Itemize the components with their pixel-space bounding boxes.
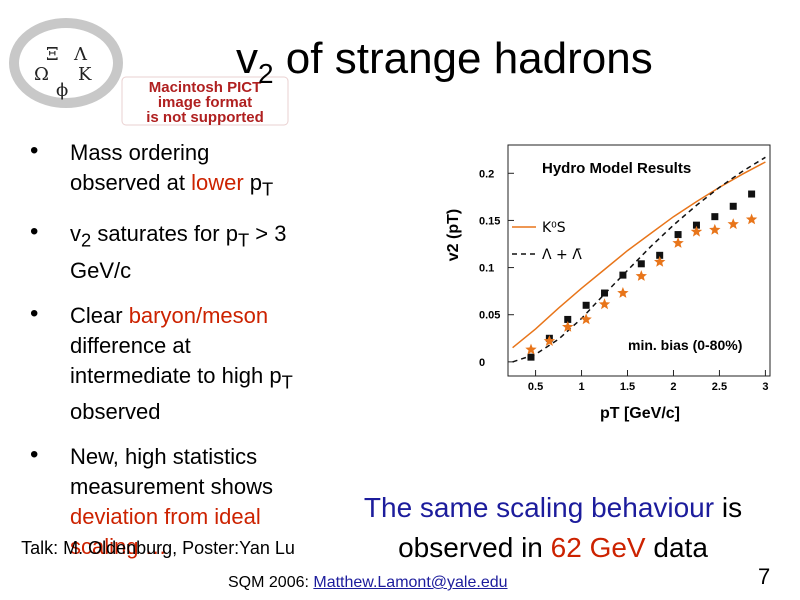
- kaon-data-point: [527, 353, 535, 361]
- lambda-data-point: [745, 213, 758, 225]
- model-curve-k0s: [512, 161, 766, 349]
- legend-label: Λ + Λ̄: [542, 247, 582, 263]
- chart-title: Hydro Model Results: [542, 160, 691, 177]
- bullet-list: • Mass ordering observed at lower pT • v…: [30, 137, 300, 577]
- lambda-data-point: [727, 218, 739, 230]
- lambda-data-point: [654, 255, 666, 267]
- x-tick-label: 1.5: [620, 381, 635, 393]
- y-tick-label: 0.05: [479, 310, 500, 322]
- svg-text:Ξ: Ξ: [46, 44, 59, 65]
- y-tick-label: 0.1: [479, 263, 494, 275]
- hydro-v2-chart: 0.5 1 1.5 2 2.5 3 0 0.05 0.1 0.15 0.2 pT [GeV/c] v2 …: [445, 144, 771, 422]
- bullet-baryon-meson: • Clear baryon/meson difference at inter…: [30, 299, 293, 425]
- x-tick-label: 1: [578, 381, 584, 393]
- bullet-dot: •: [30, 299, 39, 327]
- svg-text:Λ: Λ: [73, 44, 88, 65]
- bullet-dot: •: [30, 218, 39, 246]
- kaon-data-point: [748, 190, 756, 198]
- lambda-data-point: [690, 225, 703, 237]
- plot-frame: [507, 144, 771, 377]
- bullet-dot: •: [30, 137, 39, 164]
- lambda-data-point: [598, 298, 611, 310]
- email-link[interactable]: Matthew.Lamont@yale.edu: [313, 574, 508, 591]
- svg-text:K: K: [78, 64, 92, 85]
- kaon-data-point: [674, 231, 682, 239]
- kaon-data-point: [711, 213, 719, 221]
- footer: SQM 2006: Matthew.Lamont@yale.edu: [228, 574, 508, 591]
- bullet-new-measurement: • New, high statistics measurement shows…: [30, 441, 273, 560]
- lambda-data-point: [617, 287, 629, 298]
- kaon-data-point: [601, 289, 609, 297]
- x-tick-label: 2: [670, 381, 676, 393]
- lambda-data-point: [580, 313, 592, 325]
- bullet-dot: •: [30, 441, 39, 469]
- slide-title: v2 of strange hadrons: [236, 34, 653, 89]
- x-axis-label: pT [GeV/c]: [600, 405, 680, 422]
- kaon-data-point: [656, 251, 664, 259]
- page-number: 7: [758, 564, 771, 589]
- bullet-v2-saturates: • v2 saturates for pT > 3 GeV/c: [30, 218, 287, 283]
- lambda-data-point: [525, 343, 537, 355]
- lambda-data-point: [543, 335, 556, 346]
- y-axis-label: v2 (pT): [445, 209, 462, 261]
- kaon-data-point: [692, 221, 700, 229]
- x-tick-label: 3: [762, 381, 768, 393]
- pict-line3: is not supported: [146, 109, 264, 126]
- talk-poster-credit: Talk: M. Oldenburg, Poster:Yan Lu: [21, 538, 295, 558]
- lambda-data-point: [562, 321, 574, 332]
- scaling-statement: The same scaling behaviour is observed i…: [363, 492, 743, 563]
- kaon-data-point: [637, 260, 645, 268]
- lambda-data-point: [635, 270, 647, 281]
- y-tick-label: 0.2: [479, 168, 494, 180]
- pict-line1: Macintosh PICT: [149, 79, 262, 96]
- kaon-data-point: [619, 271, 627, 279]
- svg-text:ϕ: ϕ: [56, 80, 68, 101]
- y-tick-label: 0.15: [479, 215, 500, 227]
- star-strangeness-logo: Ξ Λ Ω K ϕ: [9, 18, 123, 108]
- legend-label: K⁰S: [542, 220, 566, 236]
- bullet-mass-ordering: • Mass ordering observed at lower pT: [30, 137, 274, 200]
- kaon-data-point: [564, 315, 572, 323]
- kaon-data-point: [582, 301, 590, 309]
- lambda-data-point: [672, 237, 684, 248]
- chart-annotation: min. bias (0-80%): [628, 337, 742, 353]
- x-tick-label: 0.5: [528, 381, 543, 393]
- lambda-data-point: [709, 223, 721, 235]
- model-curve-lambda: [512, 156, 766, 363]
- pict-line2: image format: [158, 94, 252, 111]
- pict-placeholder: Macintosh PICT image format is not suppo…: [120, 75, 290, 127]
- kaon-data-point: [729, 202, 737, 210]
- x-tick-label: 2.5: [712, 381, 727, 393]
- y-tick-label: 0: [479, 357, 485, 369]
- svg-text:Ω: Ω: [34, 64, 49, 85]
